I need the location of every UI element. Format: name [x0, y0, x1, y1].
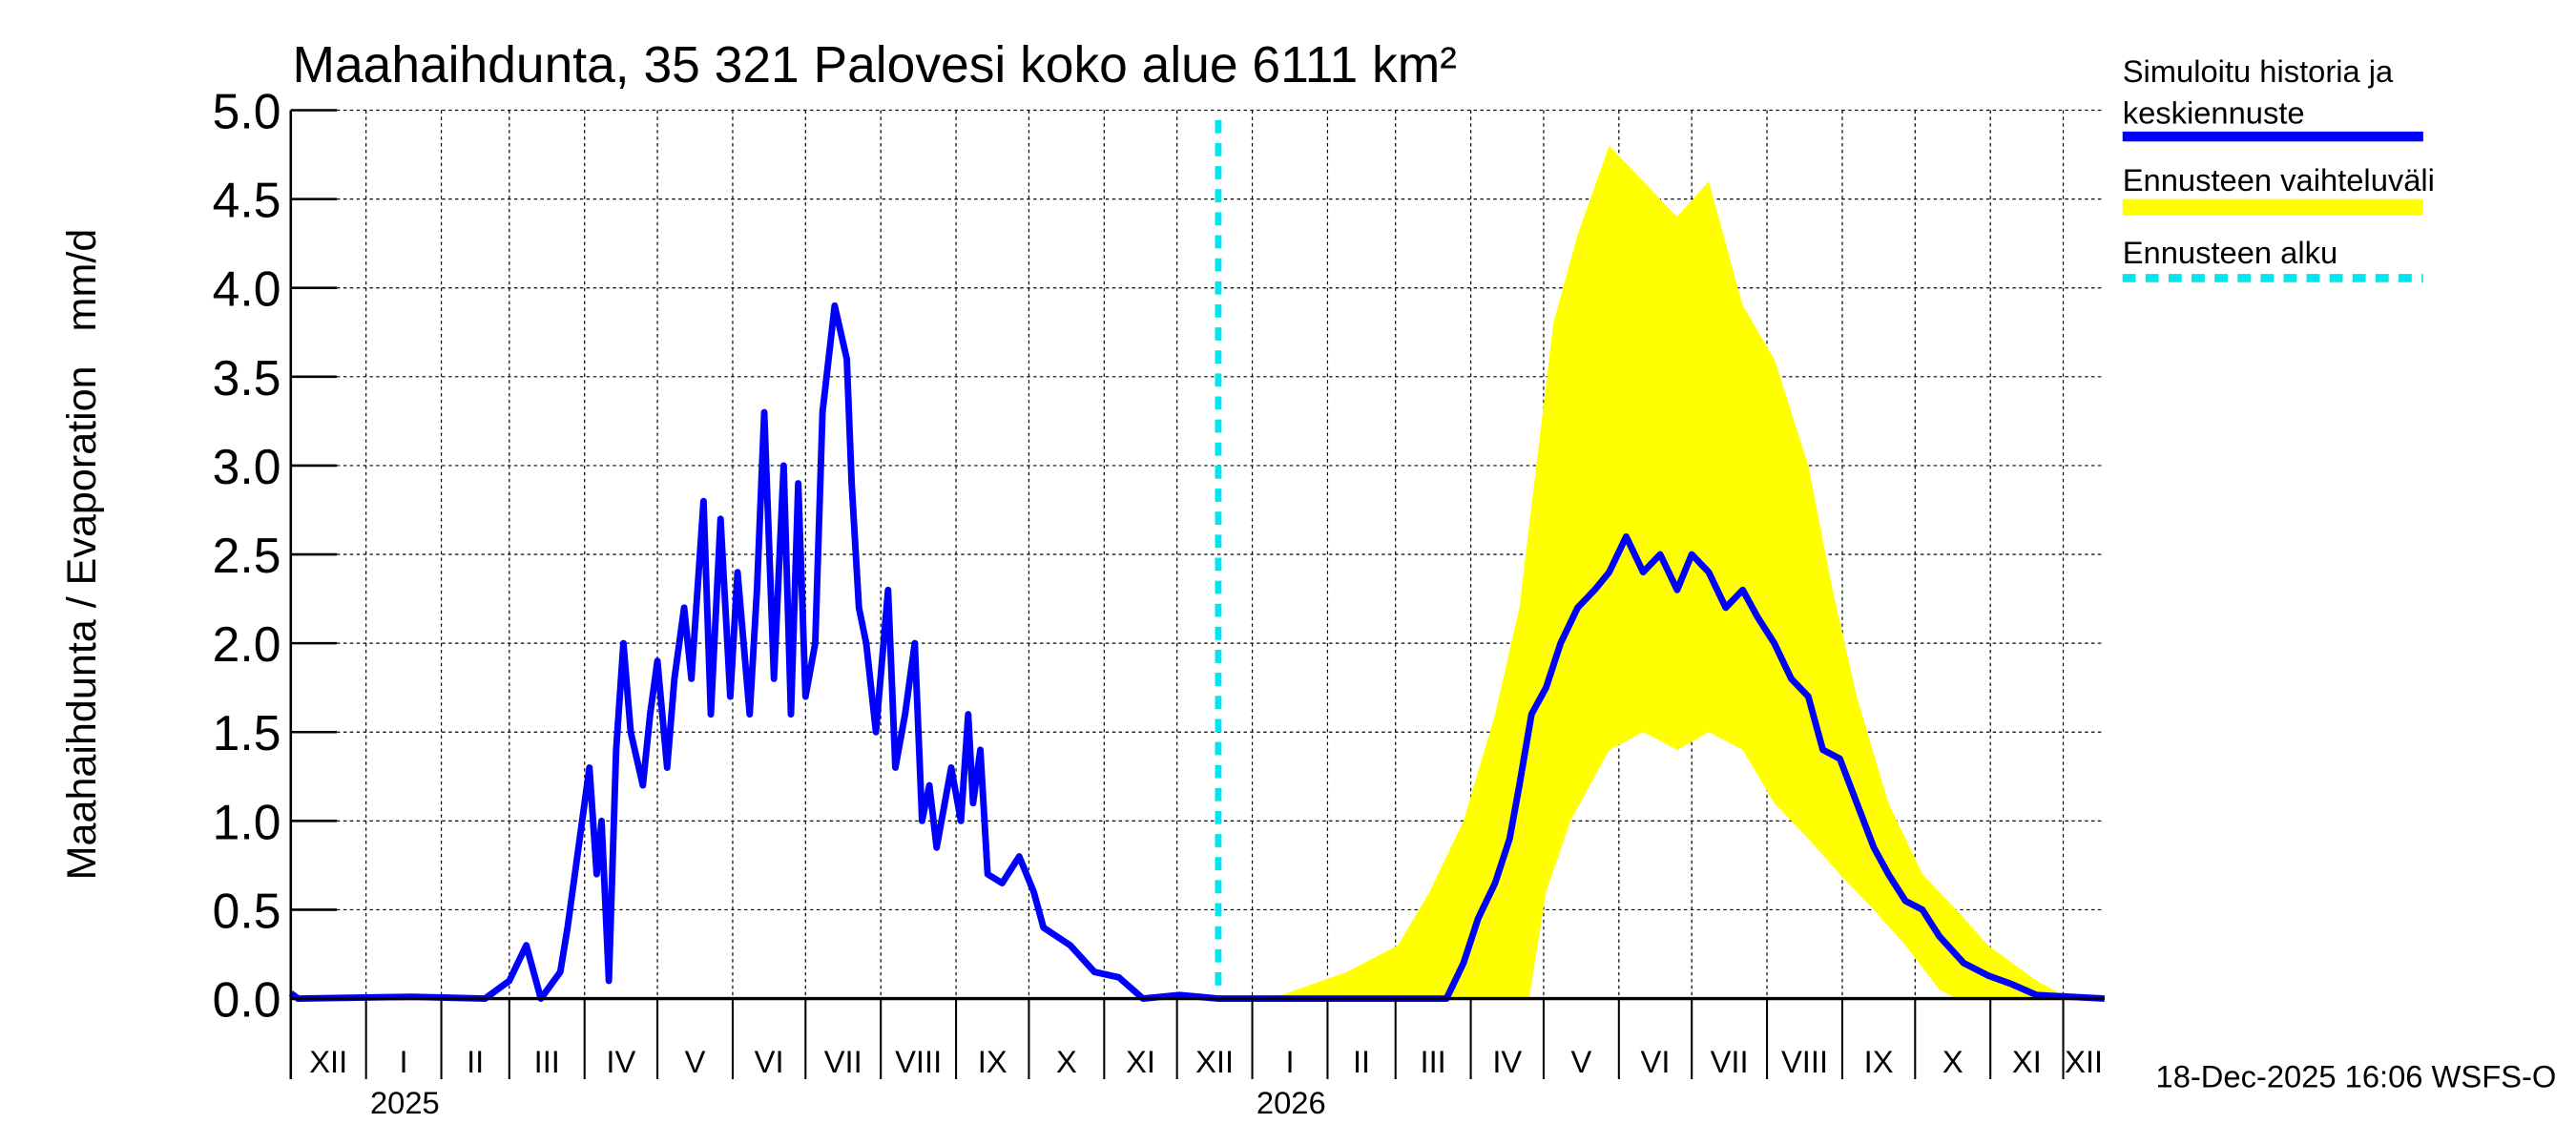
month-label: VI	[755, 1044, 784, 1079]
month-label: XII	[2065, 1044, 2103, 1079]
month-label: I	[1285, 1044, 1294, 1079]
grid	[290, 109, 2105, 999]
legend-label-range: Ennusteen vaihteluväli	[2123, 162, 2435, 198]
month-label: II	[467, 1044, 484, 1079]
month-label: V	[685, 1044, 706, 1079]
month-label: XI	[1126, 1044, 1155, 1079]
month-label: VI	[1641, 1044, 1671, 1079]
legend: Simuloitu historia ja keskiennuste Ennus…	[2123, 53, 2435, 282]
month-label: V	[1570, 1044, 1591, 1079]
month-label: VII	[824, 1044, 862, 1079]
y-tick-label: 0.0	[213, 971, 281, 1027]
y-tick-label: 0.5	[213, 883, 281, 938]
month-label: IV	[606, 1044, 635, 1079]
month-label: X	[1056, 1044, 1077, 1079]
month-label: XII	[309, 1044, 347, 1079]
y-axis-label: Maahaihdunta / Evaporation mm/d	[59, 229, 105, 881]
month-label: III	[534, 1044, 560, 1079]
footer-timestamp: 18-Dec-2025 16:06 WSFS-O	[2156, 1059, 2557, 1094]
year-label: 2025	[370, 1085, 440, 1120]
forecast-range-area	[1217, 145, 2105, 999]
y-tick-label: 4.5	[213, 173, 281, 228]
forecast-range-band	[1217, 145, 2105, 999]
month-label: IX	[1864, 1044, 1894, 1079]
month-label: VIII	[1781, 1044, 1828, 1079]
y-tick-label: 4.0	[213, 261, 281, 317]
year-label: 2026	[1257, 1085, 1326, 1120]
legend-label-simulated-2: keskiennuste	[2123, 94, 2305, 130]
month-label: IX	[978, 1044, 1008, 1079]
month-label: IV	[1492, 1044, 1522, 1079]
y-tick-label: 3.5	[213, 350, 281, 406]
y-tick-label: 1.0	[213, 794, 281, 849]
chart-title: Maahaihdunta, 35 321 Palovesi koko alue …	[293, 37, 1457, 94]
month-label: II	[1353, 1044, 1370, 1079]
y-tick-label: 5.0	[213, 83, 281, 138]
month-label: XII	[1195, 1044, 1234, 1079]
y-tick-label: 3.0	[213, 439, 281, 494]
month-label: VII	[1711, 1044, 1749, 1079]
y-tick-label: 2.0	[213, 616, 281, 672]
y-tick-label: 2.5	[213, 528, 281, 583]
simulated-series-line	[288, 302, 2105, 1002]
month-label: X	[1942, 1044, 1963, 1079]
month-label: III	[1421, 1044, 1446, 1079]
month-label: VIII	[895, 1044, 942, 1079]
y-tick-label: 1.5	[213, 705, 281, 760]
month-label: XI	[2012, 1044, 2042, 1079]
legend-label-simulated-1: Simuloitu historia ja	[2123, 53, 2394, 89]
month-label: I	[400, 1044, 408, 1079]
series-lines	[288, 302, 2105, 1002]
legend-label-forecast-start: Ennusteen alku	[2123, 235, 2337, 270]
